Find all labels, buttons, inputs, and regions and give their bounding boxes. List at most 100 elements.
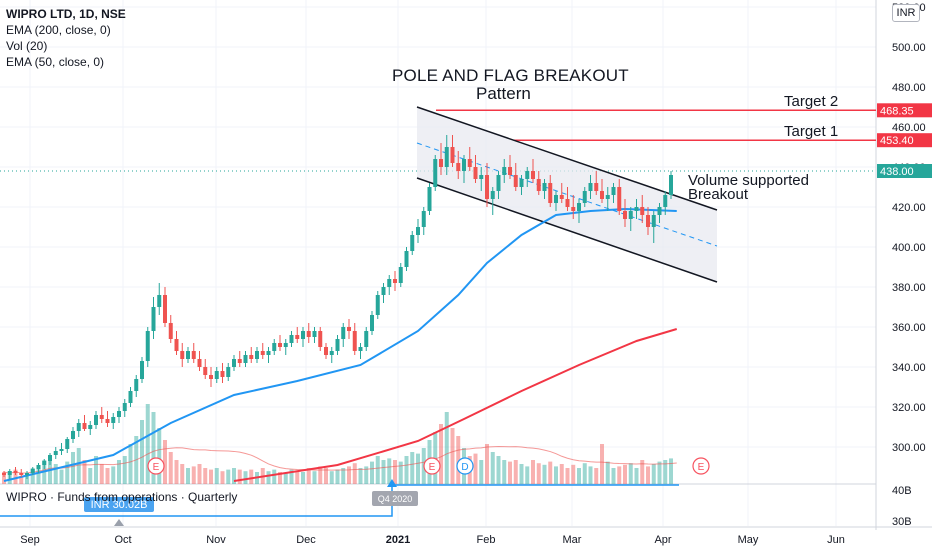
volume-bar xyxy=(444,412,449,484)
candlesticks xyxy=(2,135,673,479)
sub-axis-tick: 40B xyxy=(892,485,912,497)
candle-body xyxy=(358,347,363,351)
candle-body xyxy=(393,279,397,283)
volume-bar xyxy=(473,453,478,484)
candle-body xyxy=(249,355,254,359)
volume-bar xyxy=(232,468,236,484)
event-marker-circle xyxy=(456,457,474,475)
candle-body xyxy=(485,175,489,199)
candle-body xyxy=(214,371,219,379)
volume-bar xyxy=(398,461,403,484)
candle-body xyxy=(611,187,616,195)
candle-body xyxy=(623,211,627,219)
candle-body xyxy=(180,351,185,359)
price-axis[interactable]: 300.00 320.00 340.00 360.00 380.00 400.00 420.… xyxy=(877,2,932,454)
volume-bar xyxy=(128,444,133,484)
candle-body xyxy=(462,159,466,171)
price-tick-label: 320.00 xyxy=(892,402,926,414)
candle-body xyxy=(76,423,81,431)
ema200-line xyxy=(233,328,678,482)
candle-body xyxy=(571,207,576,211)
candle-body xyxy=(669,175,673,195)
sub-axis-tick: 30B xyxy=(892,516,912,528)
volume-bar xyxy=(117,460,121,484)
volume-bar xyxy=(513,460,518,484)
volume-bar xyxy=(243,471,248,484)
ema200-legend[interactable]: EMA (200, close, 0) xyxy=(6,23,111,37)
volume-bar xyxy=(387,458,392,484)
candle-body xyxy=(335,339,340,351)
chart-legend: WIPRO LTD, 1D, NSE EMA (200, close, 0) V… xyxy=(6,6,126,70)
candle-body xyxy=(439,159,443,167)
volume-bar xyxy=(352,463,357,484)
candle-body xyxy=(347,327,351,331)
time-axis[interactable]: Sep Oct Nov Dec 2021 Feb Mar Apr May Jun xyxy=(20,534,845,546)
candle-body xyxy=(226,367,231,377)
candle-body xyxy=(381,287,386,295)
candle-body xyxy=(260,351,265,355)
volume-bar xyxy=(565,468,570,484)
volume-bar xyxy=(145,404,150,484)
volume-bar xyxy=(393,460,397,484)
candle-body xyxy=(220,371,225,377)
volume-bar xyxy=(490,452,495,484)
volume-bar xyxy=(36,466,41,484)
volume-bar xyxy=(439,424,443,484)
price-tick-label: 360.00 xyxy=(892,322,926,334)
candle-body xyxy=(617,187,622,211)
candle-body xyxy=(151,307,156,331)
symbol-title[interactable]: WIPRO LTD, 1D, NSE xyxy=(6,7,126,21)
candle-body xyxy=(352,331,357,351)
volume-bar xyxy=(226,469,231,484)
volume-bar xyxy=(94,456,98,484)
volume-bar xyxy=(65,461,70,484)
volume-bar xyxy=(278,472,282,484)
volume-bar xyxy=(214,468,219,484)
event-marker-circle xyxy=(423,457,441,475)
target2-price-tag-bg xyxy=(877,103,932,118)
volume-bar xyxy=(324,468,328,484)
target1-price-tag: 453.40 xyxy=(880,135,914,147)
currency-selector[interactable]: INR xyxy=(892,4,920,22)
candle-body xyxy=(272,343,277,351)
price-tick-label: 480.00 xyxy=(892,82,926,94)
volume-bar xyxy=(266,471,271,484)
candle-body xyxy=(634,207,639,211)
subpanel-title: WIPRO · Funds from operations · Quarterl… xyxy=(6,490,238,504)
ema50-line xyxy=(3,207,677,482)
volume-bar xyxy=(559,464,564,484)
candle-body xyxy=(295,335,300,339)
volume-bar xyxy=(329,471,334,484)
volume-bar xyxy=(111,466,116,484)
ema50-legend[interactable]: EMA (50, close, 0) xyxy=(6,55,105,69)
volume-bar xyxy=(646,466,650,484)
candle-body xyxy=(646,215,650,227)
candle-body xyxy=(7,471,12,475)
price-tick-label: 400.00 xyxy=(892,242,926,254)
candle-body xyxy=(496,175,501,191)
time-tick-label: 2021 xyxy=(386,534,410,546)
candle-body xyxy=(111,417,116,423)
volume-bar xyxy=(157,428,162,484)
volume-bar xyxy=(531,460,535,484)
ffo-value-label: INR 30.02B xyxy=(91,499,148,511)
volume-bar xyxy=(663,460,668,484)
candle-body xyxy=(59,449,64,451)
volume-bar xyxy=(88,468,93,484)
volume-legend[interactable]: Vol (20) xyxy=(6,39,48,53)
volume-bar xyxy=(634,468,639,484)
candle-body xyxy=(243,355,248,363)
candle-body xyxy=(341,327,346,339)
candle-body xyxy=(519,179,524,187)
candle-body xyxy=(404,251,409,267)
candle-body xyxy=(444,147,449,167)
volume-bar xyxy=(82,460,87,484)
volume-bar xyxy=(370,461,374,484)
price-tick-label: 300.00 xyxy=(892,442,926,454)
candle-body xyxy=(513,175,518,187)
candle-body xyxy=(145,331,150,361)
volume-bar xyxy=(542,464,547,484)
candle-body xyxy=(53,451,58,455)
volume-bar xyxy=(519,464,524,484)
